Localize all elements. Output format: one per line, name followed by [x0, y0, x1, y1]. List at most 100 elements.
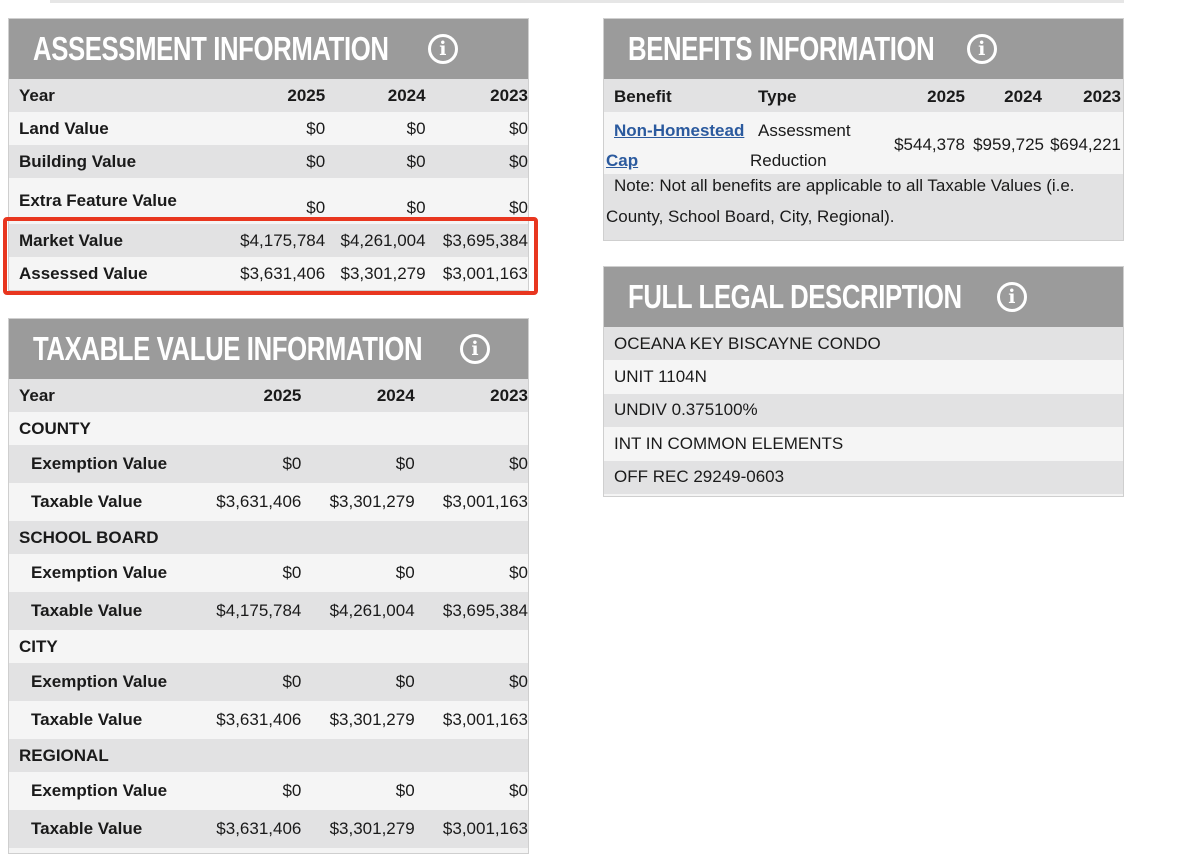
col-2023: 2023	[1083, 87, 1121, 106]
row-label: Exemption Value	[31, 672, 168, 691]
info-icon[interactable]: i	[459, 334, 490, 364]
col-2023: 2023	[490, 385, 528, 405]
cell: $0	[406, 118, 426, 138]
table-row: Taxable Value $4,175,784 $4,261,004 $3,6…	[9, 592, 528, 630]
table-row: Exemption Value $0 $0 $0	[9, 554, 528, 592]
legal-line: UNIT 1104N	[604, 360, 1123, 394]
assessment-header: ASSESSMENT INFORMATION i	[9, 19, 528, 79]
section-title: CITY	[19, 636, 58, 656]
section-row: REGIONAL	[9, 739, 528, 772]
section-row: COUNTY	[9, 412, 528, 445]
col-2024: 2024	[1004, 87, 1042, 106]
cell: $0	[282, 781, 302, 800]
legal-line: OCEANA KEY BISCAYNE CONDO	[604, 327, 1123, 361]
cell: $3,001,163	[442, 710, 528, 729]
info-icon[interactable]: i	[996, 282, 1027, 312]
assessment-title: ASSESSMENT INFORMATION	[33, 30, 389, 67]
row-label: Taxable Value	[31, 601, 143, 620]
table-row: Exemption Value $0 $0 $0	[9, 772, 528, 810]
legal-header: FULL LEGAL DESCRIPTION i	[604, 267, 1123, 327]
row-label: Exemption Value	[31, 454, 168, 473]
row-label: Market Value	[19, 230, 123, 250]
col-2025: 2025	[263, 385, 302, 405]
benefit-type: Assessment	[758, 121, 851, 140]
taxable-panel: TAXABLE VALUE INFORMATION i Year 2025 20…	[8, 318, 529, 854]
cell: $0	[395, 454, 415, 473]
table-row: Taxable Value $3,631,406 $3,301,279 $3,0…	[9, 810, 528, 848]
row-label: Land Value	[19, 118, 109, 138]
benefits-title: BENEFITS INFORMATION	[628, 30, 935, 67]
benefit-value-2024: $959,725	[973, 135, 1044, 154]
legal-title: FULL LEGAL DESCRIPTION	[628, 278, 962, 315]
col-year: Year	[19, 385, 55, 405]
cell: $0	[509, 563, 528, 582]
cell: $0	[509, 454, 528, 473]
benefits-header-row: Benefit Type 2025 2024 2023	[604, 79, 1123, 112]
benefits-note: Note: Not all benefits are applicable to…	[604, 174, 1123, 240]
row-label: Exemption Value	[31, 563, 168, 582]
cell: $0	[306, 118, 326, 138]
cell: $3,695,384	[442, 230, 528, 250]
col-2024: 2024	[387, 85, 426, 105]
cell: $0	[509, 781, 528, 800]
cell: $3,001,163	[442, 492, 528, 511]
cell: $3,001,163	[442, 263, 528, 283]
row-label: Building Value	[19, 151, 137, 171]
info-icon[interactable]: i	[966, 34, 997, 64]
taxable-header: TAXABLE VALUE INFORMATION i	[9, 319, 528, 379]
cell: $0	[306, 151, 326, 171]
col-2024: 2024	[376, 385, 415, 405]
col-year: Year	[19, 85, 55, 105]
cell: $3,301,279	[329, 710, 415, 729]
table-row: Market Value $4,175,784 $4,261,004 $3,69…	[9, 224, 528, 257]
table-row: Taxable Value $3,631,406 $3,301,279 $3,0…	[9, 483, 528, 521]
cell: $3,695,384	[442, 601, 528, 620]
cell: $0	[509, 151, 528, 171]
legal-line: INT IN COMMON ELEMENTS	[604, 427, 1123, 461]
col-2023: 2023	[490, 85, 528, 105]
table-row: Exemption Value $0 $0 $0	[9, 445, 528, 483]
section-title: COUNTY	[19, 418, 91, 438]
cell: $4,175,784	[216, 601, 302, 620]
benefit-link-cont[interactable]: Cap	[606, 151, 639, 170]
cell: $0	[306, 198, 326, 217]
cell: $3,301,279	[340, 263, 426, 283]
cell: $0	[406, 198, 426, 217]
table-row: Exemption Value $0 $0 $0	[9, 663, 528, 701]
taxable-table: Year 2025 2024 2023 COUNTY Exemption Val…	[9, 379, 528, 848]
note-line-1: Note: Not all benefits are applicable to…	[614, 176, 1075, 195]
col-2025: 2025	[927, 87, 965, 106]
assessment-panel: ASSESSMENT INFORMATION i Year 2025 2024 …	[8, 18, 529, 291]
cell: $3,631,406	[216, 710, 302, 729]
benefit-link[interactable]: Non-Homestead	[614, 121, 745, 140]
table-row: Assessed Value $3,631,406 $3,301,279 $3,…	[9, 257, 528, 290]
cell: $3,631,406	[240, 263, 326, 283]
row-label: Taxable Value	[31, 492, 143, 511]
section-title: REGIONAL	[19, 745, 109, 765]
row-label: Taxable Value	[31, 819, 143, 838]
section-row: CITY	[9, 630, 528, 663]
cell: $4,261,004	[329, 601, 415, 620]
table-row: Taxable Value $3,631,406 $3,301,279 $3,0…	[9, 701, 528, 739]
benefits-header: BENEFITS INFORMATION i	[604, 19, 1123, 79]
cell: $0	[509, 198, 528, 217]
taxable-title: TAXABLE VALUE INFORMATION	[33, 330, 423, 367]
row-label: Assessed Value	[19, 263, 148, 283]
info-icon[interactable]: i	[427, 34, 458, 64]
cell: $0	[395, 781, 415, 800]
cell: $0	[395, 563, 415, 582]
cell: $3,001,163	[442, 819, 528, 838]
benefit-value-2023: $694,221	[1050, 135, 1121, 154]
row-label: Taxable Value	[31, 710, 143, 729]
col-benefit: Benefit	[614, 87, 672, 106]
cell: $0	[509, 118, 528, 138]
legal-line: OFF REC 29249-0603	[604, 460, 1123, 494]
cell: $0	[406, 151, 426, 171]
benefits-panel: BENEFITS INFORMATION i Benefit Type 2025…	[603, 18, 1124, 241]
cell: $4,175,784	[240, 230, 326, 250]
cell: $0	[509, 672, 528, 691]
note-line-2: County, School Board, City, Regional).	[606, 207, 895, 226]
col-2025: 2025	[287, 85, 326, 105]
table-row: Land Value $0 $0 $0	[9, 112, 528, 145]
cell: $0	[395, 672, 415, 691]
